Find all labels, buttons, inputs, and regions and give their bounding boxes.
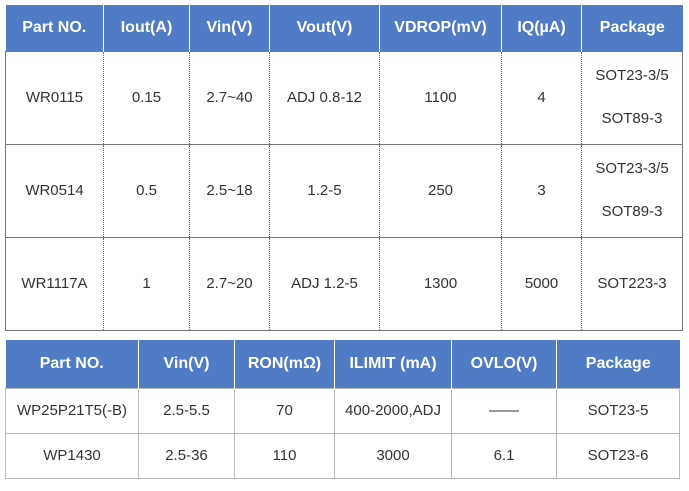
table-row: WR0514 0.5 2.5~18 1.2-5 250 3 SOT23-3/5 …	[5, 144, 683, 237]
package-option: SOT23-3/5	[595, 67, 669, 84]
header-ron: RON(mΩ)	[234, 340, 335, 388]
cell-part-no: WR0115	[5, 51, 104, 144]
package-option: SOT89-3	[601, 203, 663, 220]
cell-vin: 2.5-36	[138, 432, 235, 479]
header-part-no: Part NO.	[5, 5, 104, 51]
package-option: SOT23-3/5	[595, 160, 669, 177]
cell-part-no: WR0514	[5, 144, 104, 237]
cell-ilimit: 400-2000,ADJ	[334, 387, 452, 434]
cell-ovlo: ——	[451, 387, 557, 434]
cell-iq: 3	[501, 144, 582, 237]
cell-part-no: WR1117A	[5, 237, 104, 330]
table-row: WP1430 2.5-36 110 3000 6.1 SOT23-6	[5, 432, 680, 479]
cell-vdrop: 250	[379, 144, 502, 237]
cell-part-no: WP1430	[5, 432, 139, 479]
cell-vout: ADJ 0.8-12	[269, 51, 380, 144]
cell-iq: 4	[501, 51, 582, 144]
cell-ron: 110	[234, 432, 335, 479]
cell-iq: 5000	[501, 237, 582, 330]
header-vout: Vout(V)	[269, 5, 380, 51]
table-row: WR1117A 1 2.7~20 ADJ 1.2-5 1300 5000 SOT…	[5, 237, 683, 330]
cell-iout: 0.5	[103, 144, 190, 237]
cell-part-no: WP25P21T5(-B)	[5, 387, 139, 434]
cell-vin: 2.7~20	[189, 237, 270, 330]
cell-vout: 1.2-5	[269, 144, 380, 237]
cell-package: SOT23-5	[556, 387, 680, 434]
header-ilimit: ILIMIT (mA)	[334, 340, 452, 388]
table-header-row: Part NO. Iout(A) Vin(V) Vout(V) VDROP(mV…	[5, 5, 683, 51]
header-iout: Iout(A)	[103, 5, 190, 51]
table-row: WP25P21T5(-B) 2.5-5.5 70 400-2000,ADJ ——…	[5, 387, 680, 434]
cell-package: SOT23-6	[556, 432, 680, 479]
cell-ovlo: 6.1	[451, 432, 557, 479]
table-header-row: Part NO. Vin(V) RON(mΩ) ILIMIT (mA) OVLO…	[5, 340, 680, 388]
cell-package: SOT23-3/5 SOT89-3	[581, 51, 683, 144]
cell-vdrop: 1100	[379, 51, 502, 144]
cell-vin: 2.5-5.5	[138, 387, 235, 434]
cell-package: SOT223-3	[581, 237, 683, 330]
header-vin: Vin(V)	[138, 340, 235, 388]
header-vdrop: VDROP(mV)	[379, 5, 502, 51]
cell-iout: 1	[103, 237, 190, 330]
cell-package: SOT23-3/5 SOT89-3	[581, 144, 683, 237]
header-vin: Vin(V)	[189, 5, 270, 51]
package-option: SOT89-3	[601, 110, 663, 127]
package-option: SOT223-3	[597, 274, 667, 292]
cell-ron: 70	[234, 387, 335, 434]
cell-vin: 2.5~18	[189, 144, 270, 237]
cell-vdrop: 1300	[379, 237, 502, 330]
header-package: Package	[581, 5, 683, 51]
cell-iout: 0.15	[103, 51, 190, 144]
header-ovlo: OVLO(V)	[451, 340, 557, 388]
load-switch-spec-table: Part NO. Vin(V) RON(mΩ) ILIMIT (mA) OVLO…	[5, 340, 680, 479]
table-row: WR0115 0.15 2.7~40 ADJ 0.8-12 1100 4 SOT…	[5, 51, 683, 144]
cell-vin: 2.7~40	[189, 51, 270, 144]
ldo-spec-table: Part NO. Iout(A) Vin(V) Vout(V) VDROP(mV…	[5, 5, 683, 331]
header-package: Package	[556, 340, 680, 388]
header-part-no: Part NO.	[5, 340, 139, 388]
cell-ilimit: 3000	[334, 432, 452, 479]
header-iq: IQ(µA)	[501, 5, 582, 51]
cell-vout: ADJ 1.2-5	[269, 237, 380, 330]
